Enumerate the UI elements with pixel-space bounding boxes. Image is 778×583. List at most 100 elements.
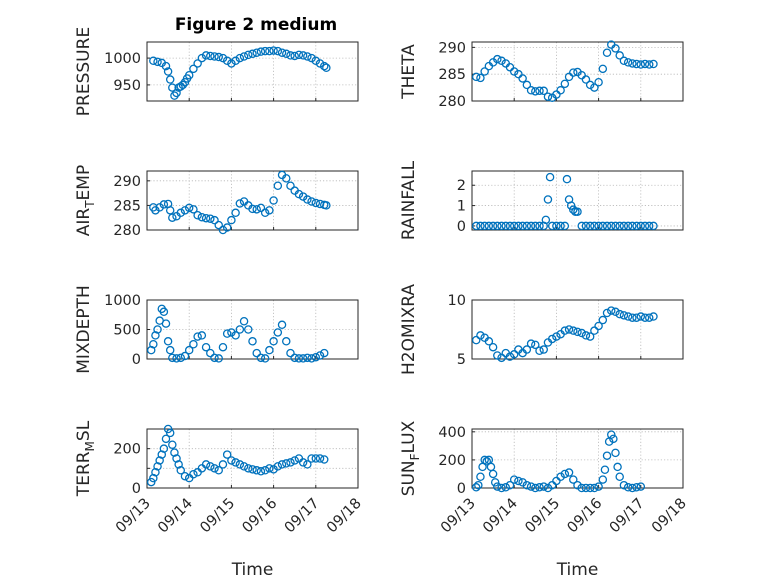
axes-box: [146, 170, 359, 231]
data-point: [590, 83, 599, 92]
data-point: [265, 345, 274, 355]
data-point: [311, 352, 321, 362]
data-point: [585, 80, 595, 90]
plot-area: [471, 170, 684, 231]
data-point: [311, 454, 321, 463]
data-point: [531, 483, 540, 493]
data-point: [644, 221, 654, 231]
data-point: [484, 337, 494, 346]
data-point: [256, 47, 266, 56]
data-point: [244, 50, 253, 60]
data-point: [607, 430, 616, 439]
data-point: [609, 434, 618, 444]
data-point: [269, 337, 278, 346]
data-point: [161, 61, 171, 71]
data-point: [165, 75, 175, 84]
data-point: [497, 353, 506, 363]
data-point: [206, 51, 215, 61]
data-point: [168, 83, 177, 92]
data-point: [277, 460, 287, 469]
data-point: [509, 67, 519, 76]
data-point: [231, 331, 240, 340]
x-tick-label: 09/14: [155, 496, 196, 537]
data-point: [277, 48, 287, 57]
data-point: [531, 221, 540, 231]
data-point: [231, 56, 240, 66]
data-point: [235, 460, 245, 469]
x-tick-label: 09/16: [240, 496, 281, 537]
data-point: [636, 482, 646, 491]
data-point: [165, 206, 175, 215]
data-point: [623, 58, 633, 67]
data-point: [282, 337, 291, 346]
data-point: [149, 473, 158, 483]
data-point: [168, 213, 177, 222]
data-point: [509, 221, 519, 231]
data-point: [649, 59, 658, 69]
x-tick-label: 09/18: [649, 496, 690, 537]
axes-box: [146, 428, 359, 489]
data-point: [303, 353, 312, 363]
data-point: [543, 92, 553, 101]
data-point: [535, 86, 544, 96]
data-point: [149, 339, 158, 349]
data-point: [222, 223, 232, 232]
data-point: [273, 462, 283, 471]
data-point: [159, 200, 169, 209]
data-point: [581, 75, 591, 84]
y-axis-label: SUNFLUX: [399, 420, 422, 496]
x-tick-label: 09/14: [480, 496, 521, 537]
data-point: [189, 469, 198, 479]
data-point: [214, 220, 223, 230]
data-point: [585, 221, 595, 231]
data-point: [547, 334, 557, 344]
y-tick-label: 280: [113, 223, 141, 239]
y-tick-label: 1000: [104, 51, 141, 67]
data-point: [170, 91, 179, 100]
x-tick-label: 09/16: [565, 496, 606, 537]
data-point: [493, 482, 502, 491]
data-point: [480, 221, 489, 231]
data-point: [222, 329, 232, 338]
data-point: [159, 307, 169, 317]
data-point: [197, 212, 207, 222]
data-point: [193, 210, 202, 220]
data-point: [602, 221, 612, 231]
data-point: [471, 483, 481, 492]
data-point: [526, 339, 536, 348]
plot-area: [146, 428, 359, 489]
data-point: [311, 198, 321, 208]
data-point: [315, 59, 325, 68]
data-point: [556, 221, 565, 231]
data-point: [273, 328, 283, 337]
y-tick-label: 1000: [104, 293, 141, 309]
data-point: [176, 466, 186, 475]
data-point: [176, 353, 186, 363]
y-tick-label: 2: [457, 178, 466, 194]
data-point: [201, 213, 211, 223]
data-point: [590, 326, 599, 335]
data-point: [286, 181, 295, 190]
plot-area: [471, 41, 684, 102]
data-point: [256, 353, 266, 363]
data-point: [514, 221, 523, 231]
y-axis-label: H2OMIXRA: [399, 284, 419, 375]
data-point: [290, 456, 299, 465]
data-point: [161, 434, 171, 444]
subplot-4: 0 1 2 RAINFALL: [399, 160, 684, 240]
x-tick-label: 09/17: [607, 496, 648, 537]
data-point: [547, 480, 557, 490]
subplot-2: 280 285 290 THETA: [399, 40, 684, 110]
data-point: [562, 174, 572, 184]
data-point: [227, 456, 236, 465]
data-point: [319, 61, 329, 71]
data-point: [206, 348, 215, 358]
data-point: [569, 326, 578, 335]
data-point: [157, 450, 167, 459]
data-point: [256, 467, 266, 476]
data-point: [560, 221, 570, 231]
data-point: [298, 354, 308, 363]
y-tick-label: 0: [457, 219, 466, 235]
data-point: [526, 86, 536, 95]
